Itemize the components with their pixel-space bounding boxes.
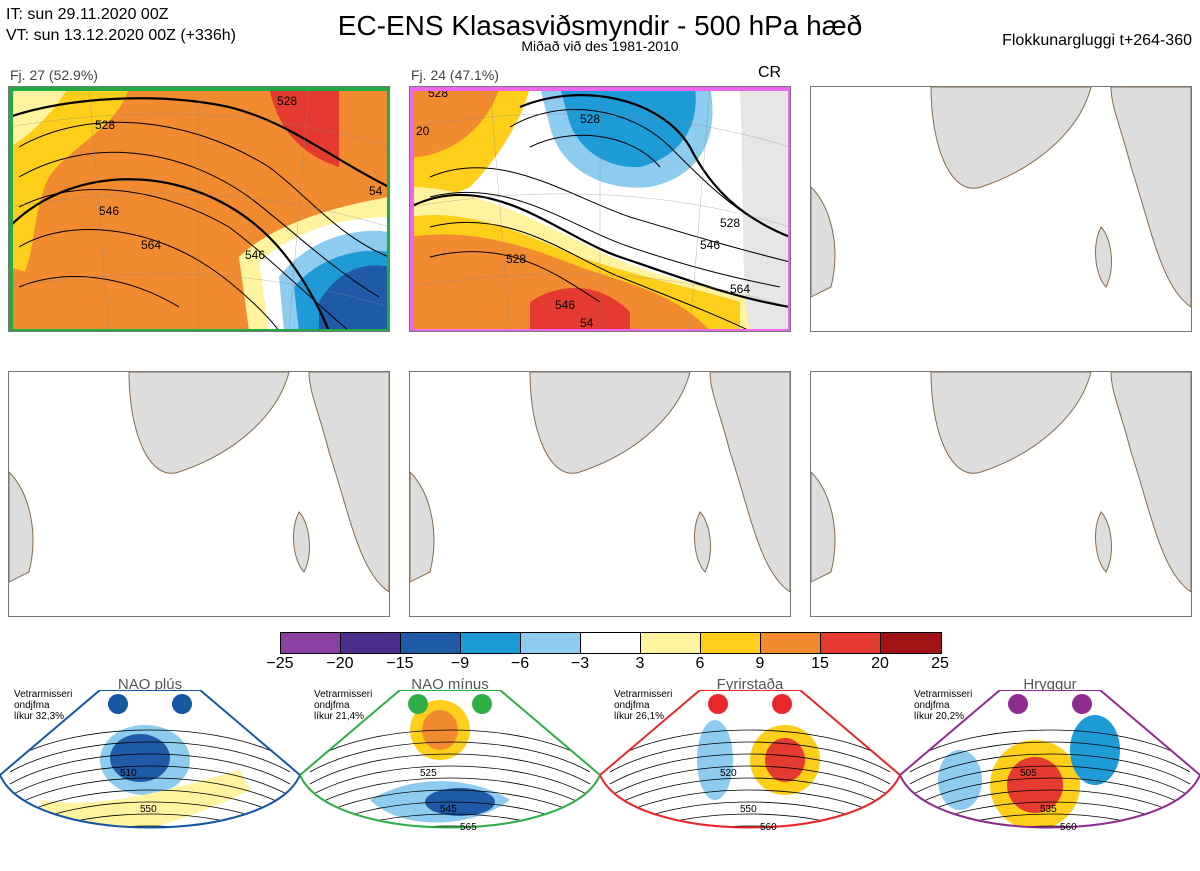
- regime-note-line: ondjfma: [914, 700, 950, 711]
- initial-time: IT: sun 29.11.2020 00Z: [6, 6, 169, 23]
- empty-map-panel-5: [409, 371, 791, 617]
- cluster-2-field: 528 528 528 546 546 564 528 20 54: [410, 87, 790, 331]
- colorbar-tick-label: 3: [635, 655, 645, 672]
- colorbar-swatch: [281, 633, 341, 653]
- regime-contour-label: 535: [1040, 804, 1057, 815]
- cluster-1-frame: [9, 87, 389, 331]
- regime-contour-label: 550: [740, 804, 757, 815]
- regime-note: Vetrarmisseri ondjfma líkur 21,4%: [314, 689, 372, 722]
- regime-contour-label: 520: [720, 768, 737, 779]
- regime-note-line: Vetrarmisseri: [914, 689, 973, 700]
- cluster-2-label: Fj. 24 (47.1%): [411, 67, 499, 83]
- cluster-1-map[interactable]: 528 546 564 546 528 54: [8, 86, 390, 332]
- regime-note-line: Vetrarmisseri: [314, 689, 373, 700]
- regime-note-line: ondjfma: [614, 700, 650, 711]
- cluster-1-contour-5: 528: [95, 118, 115, 132]
- colorbar-tick-label: 25: [931, 655, 949, 672]
- cluster-2-contour-9: 54: [580, 316, 594, 330]
- cluster-2-contour-4: 546: [700, 238, 720, 252]
- colorbar-tick-label: −9: [450, 655, 470, 672]
- regime-note-line: líkur 32,3%: [14, 711, 65, 722]
- cluster-1-contour-2: 546: [99, 204, 119, 218]
- classification-window: Flokkunargluggi t+264-360: [1002, 32, 1192, 49]
- cluster-2-contour-2: 528: [580, 112, 600, 126]
- colorbar-swatch: [761, 633, 821, 653]
- regime-note-line: líkur 20,2%: [914, 711, 965, 722]
- regime-title: NAO plús: [117, 676, 183, 693]
- cluster-1-contour-3: 564: [141, 238, 161, 252]
- cluster-1-label: Fj. 27 (52.9%): [10, 67, 98, 83]
- regime-note-line: ondjfma: [314, 700, 350, 711]
- regime-contour-label: 560: [760, 822, 777, 833]
- colorbar-tick-label: −15: [386, 655, 414, 672]
- control-run-tag: CR: [758, 64, 782, 81]
- valid-time: VT: sun 13.12.2020 00Z (+336h): [6, 27, 236, 44]
- colorbar-swatch: [461, 633, 521, 653]
- colorbar-swatch: [641, 633, 701, 653]
- cluster-1-contour-4: 546: [245, 248, 265, 262]
- colorbar-tick-label: 20: [871, 655, 889, 672]
- regime-note-line: Vetrarmisseri: [14, 689, 73, 700]
- colorbar-swatch: [521, 633, 581, 653]
- colorbar-tick-label: 15: [811, 655, 829, 672]
- colorbar-swatch: [821, 633, 881, 653]
- regime-note-line: líkur 26,1%: [614, 711, 665, 722]
- cluster-1-contour-6: 54: [369, 184, 383, 198]
- cluster-2-contour-6: 564: [730, 282, 750, 296]
- colorbar-swatch: [341, 633, 401, 653]
- cluster-2-contour-7: 528: [506, 252, 526, 266]
- colorbar-swatch: [881, 633, 941, 653]
- colorbar-tick-label: −20: [326, 655, 354, 672]
- cluster-1-contour-1: 528: [277, 94, 297, 108]
- regime-note: Vetrarmisseri ondjfma líkur 32,3%: [14, 689, 72, 722]
- regime-note: Vetrarmisseri ondjfma líkur 26,1%: [614, 689, 672, 722]
- regime-note-line: líkur 21,4%: [314, 711, 365, 722]
- regime-contour-label: 525: [420, 768, 437, 779]
- cluster-1-field: 528 546 564 546 528 54: [9, 87, 389, 331]
- regime-note-line: ondjfma: [14, 700, 50, 711]
- colorbar-tick-label: 6: [695, 655, 705, 672]
- regime-contour-label: 560: [1060, 822, 1077, 833]
- colorbar-swatch: [701, 633, 761, 653]
- colorbar-tick-label: −3: [570, 655, 590, 672]
- colorbar-tick-label: −25: [266, 655, 294, 672]
- empty-map-panel-6: [810, 371, 1192, 617]
- regime-contour-label: 505: [1020, 768, 1037, 779]
- regime-title: Fyrirstaða: [716, 676, 784, 693]
- cluster-2-contour-5: 546: [555, 298, 575, 312]
- page-title: EC-ENS Klasasviðsmyndir - 500 hPa hæð: [337, 10, 863, 41]
- regime-contour-label: 550: [140, 804, 157, 815]
- cluster-2-contour-8: 20: [416, 124, 430, 138]
- page-subtitle: Miðað við des 1981-2010: [521, 38, 679, 54]
- run-info: IT: sun 29.11.2020 00Z VT: sun 13.12.202…: [6, 4, 236, 46]
- regime-note-line: Vetrarmisseri: [614, 689, 673, 700]
- cluster-2-contour-3: 528: [720, 216, 740, 230]
- colorbar-swatch: [401, 633, 461, 653]
- regime-contour-label: 565: [460, 822, 477, 833]
- cluster-2-frame: [410, 87, 790, 331]
- colorbar-tick-label: −6: [510, 655, 530, 672]
- regime-note: Vetrarmisseri ondjfma líkur 20,2%: [914, 689, 972, 722]
- regime-contour-label: 545: [440, 804, 457, 815]
- colorbar-tick-label: 9: [755, 655, 765, 672]
- regime-contour-label: 510: [120, 768, 137, 779]
- cluster-2-map[interactable]: 528 528 528 546 546 564 528 20 54: [409, 86, 791, 332]
- regime-title: NAO mínus: [411, 676, 489, 693]
- regime-title: Hryggur: [1023, 676, 1077, 693]
- empty-map-panel-3: [810, 86, 1192, 332]
- regime-fan-map: 510 550: [0, 690, 300, 829]
- anomaly-colorbar: [280, 632, 942, 654]
- colorbar-swatch: [581, 633, 641, 653]
- empty-map-panel-4: [8, 371, 390, 617]
